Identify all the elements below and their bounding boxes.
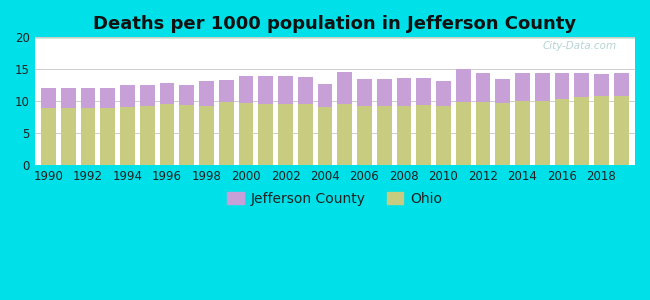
Bar (61, 88, 75, 165)
Bar (179, 105, 194, 165)
Bar (81, 88, 96, 165)
Bar (34, 37, 635, 38)
Bar (100, 88, 115, 165)
Bar (476, 102, 490, 165)
Bar (34, 38, 635, 39)
Bar (140, 106, 155, 165)
Bar (436, 106, 451, 165)
Title: Deaths per 1000 population in Jefferson County: Deaths per 1000 population in Jefferson … (94, 15, 577, 33)
Bar (34, 38, 635, 39)
Bar (436, 81, 451, 165)
Bar (278, 76, 293, 165)
Bar (594, 96, 609, 165)
Bar (34, 38, 635, 39)
Legend: Jefferson County, Ohio: Jefferson County, Ohio (222, 187, 448, 211)
Bar (34, 37, 635, 38)
Bar (396, 106, 411, 165)
Bar (515, 73, 530, 165)
Bar (34, 38, 635, 39)
Bar (34, 38, 635, 39)
Bar (34, 38, 635, 39)
Bar (219, 102, 233, 165)
Bar (416, 105, 431, 165)
Bar (554, 73, 569, 165)
Bar (377, 106, 392, 165)
Bar (515, 101, 530, 165)
Bar (416, 77, 431, 165)
Bar (199, 106, 214, 165)
Bar (179, 85, 194, 165)
Bar (199, 81, 214, 165)
Bar (614, 73, 629, 165)
Bar (318, 107, 332, 165)
Bar (575, 97, 589, 165)
Bar (239, 103, 254, 165)
Bar (337, 104, 352, 165)
Bar (34, 38, 635, 39)
Bar (34, 38, 635, 39)
Bar (575, 73, 589, 165)
Bar (357, 106, 372, 165)
Bar (357, 79, 372, 165)
Bar (120, 107, 135, 165)
Bar (81, 107, 96, 165)
Bar (100, 108, 115, 165)
Bar (298, 104, 313, 165)
Bar (554, 99, 569, 165)
Bar (34, 38, 635, 39)
Bar (594, 74, 609, 165)
Bar (34, 38, 635, 39)
Bar (495, 79, 510, 165)
Bar (34, 37, 635, 38)
Bar (337, 72, 352, 165)
Bar (34, 38, 635, 39)
Bar (34, 37, 635, 38)
Bar (120, 85, 135, 165)
Bar (456, 69, 471, 165)
Bar (34, 38, 635, 39)
Bar (61, 107, 75, 165)
Bar (41, 88, 56, 165)
Bar (34, 37, 635, 38)
Text: City-Data.com: City-Data.com (543, 41, 617, 51)
Bar (476, 73, 490, 165)
Bar (377, 79, 392, 165)
Bar (318, 84, 332, 165)
Bar (34, 38, 635, 39)
Bar (34, 38, 635, 39)
Bar (34, 38, 635, 39)
Bar (535, 73, 550, 165)
Bar (396, 77, 411, 165)
Bar (34, 38, 635, 39)
Bar (160, 83, 174, 165)
Bar (495, 103, 510, 165)
Bar (614, 96, 629, 165)
Bar (34, 37, 635, 38)
Bar (258, 104, 273, 165)
Bar (258, 76, 273, 165)
Bar (535, 101, 550, 165)
Bar (298, 77, 313, 165)
Bar (34, 38, 635, 39)
Bar (41, 107, 56, 165)
Bar (219, 80, 233, 165)
Bar (34, 38, 635, 39)
Bar (239, 76, 254, 165)
Bar (278, 104, 293, 165)
Bar (160, 104, 174, 165)
Bar (456, 102, 471, 165)
Bar (140, 85, 155, 165)
